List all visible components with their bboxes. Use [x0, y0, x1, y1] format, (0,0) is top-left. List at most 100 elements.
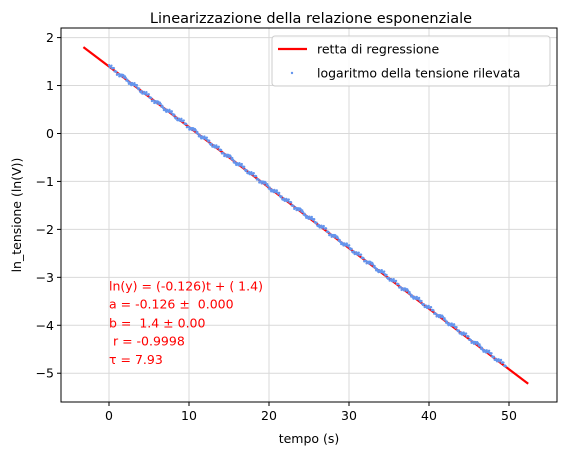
data-point: [149, 96, 153, 100]
data-point: [499, 358, 503, 362]
data-point: [443, 317, 446, 320]
data-point: [142, 90, 146, 94]
data-point: [352, 250, 356, 253]
data-point: [177, 117, 181, 120]
data-point: [338, 238, 341, 242]
data-point: [145, 91, 148, 94]
data-point: [362, 257, 365, 260]
data-point: [231, 158, 235, 162]
plot-series: [82, 46, 529, 385]
data-point: [173, 113, 176, 116]
data-point: [182, 119, 185, 122]
data-point: [287, 198, 290, 201]
data-point: [425, 304, 428, 307]
data-point: [387, 276, 391, 280]
data-point: [324, 227, 328, 230]
data-point: [215, 144, 218, 147]
data-point: [420, 299, 423, 303]
data-point: [464, 332, 468, 335]
data-point: [135, 83, 139, 87]
data-point: [159, 102, 162, 106]
data-point: [266, 183, 269, 186]
x-tick-label: 0: [105, 408, 113, 423]
chart-title: Linearizzazione della relazione esponenz…: [150, 11, 472, 27]
legend: retta di regressione logaritmo della ten…: [271, 35, 551, 87]
data-point: [502, 361, 505, 364]
data-point: [240, 162, 243, 166]
data-point: [373, 264, 376, 268]
plot-frame: [60, 27, 558, 403]
y-tick-label: 1: [46, 78, 54, 93]
data-point: [257, 178, 260, 181]
data-point: [231, 156, 234, 160]
data-point: [402, 289, 406, 292]
data-point: [245, 169, 248, 172]
data-point: [140, 90, 143, 93]
x-tick-label: 50: [501, 408, 517, 423]
data-point: [170, 110, 174, 113]
data-point: [219, 148, 223, 152]
data-point: [359, 253, 363, 256]
data-point: [292, 204, 295, 208]
data-point: [345, 242, 348, 245]
data-point: [479, 345, 482, 348]
data-point: [147, 93, 150, 96]
data-point: [444, 319, 447, 322]
y-axis-title: ln_tensione (ln(V)): [9, 158, 24, 273]
data-point: [455, 325, 458, 329]
data-point: [133, 82, 136, 85]
data-point: [282, 197, 286, 200]
data-point: [422, 303, 426, 306]
data-point: [285, 197, 288, 201]
data-point: [336, 237, 340, 240]
x-tick-label: 20: [261, 408, 277, 423]
data-point: [107, 63, 111, 67]
data-point: [504, 365, 507, 368]
data-point: [432, 309, 435, 312]
data-point: [196, 130, 199, 134]
annotation-line: r = -0.9998: [109, 334, 185, 349]
data-point: [242, 165, 246, 169]
data-point: [392, 278, 395, 281]
data-point: [180, 117, 183, 121]
data-point: [357, 251, 360, 254]
data-point: [280, 195, 283, 198]
regression-annotations: ln(y) = (-0.126)t + ( 1.4) a = -0.126 ± 0…: [109, 278, 263, 366]
annotation-line: a = -0.126 ± 0.000: [109, 297, 234, 312]
data-point: [264, 181, 267, 185]
data-point: [406, 289, 410, 292]
data-point: [124, 76, 127, 80]
data-point: [490, 352, 493, 355]
data-point: [367, 262, 371, 265]
data-point: [277, 191, 281, 195]
data-point: [347, 244, 351, 247]
data-point: [301, 210, 305, 214]
data-point: [327, 230, 330, 234]
data-point: [194, 129, 197, 132]
data-point: [437, 315, 441, 319]
data-point: [110, 64, 113, 67]
data-point: [382, 270, 386, 273]
data-point: [315, 221, 318, 224]
data-point: [161, 104, 164, 108]
legend-point-swatch: [290, 71, 294, 75]
x-tick-label: 40: [421, 408, 437, 423]
data-point: [350, 247, 353, 250]
data-point: [126, 78, 129, 81]
legend-label-measured: logaritmo della tensione rilevata: [317, 66, 520, 81]
annotation-line: τ = 7.93: [109, 352, 163, 367]
data-point: [380, 269, 383, 272]
annotation-line: b = 1.4 ± 0.00: [109, 315, 206, 330]
x-tick-label: 30: [341, 408, 357, 423]
data-point: [410, 294, 414, 297]
y-tick-label: −3: [36, 270, 54, 285]
data-point: [196, 132, 200, 136]
y-tick-label: 2: [46, 30, 54, 45]
data-point: [495, 357, 498, 361]
data-point: [138, 87, 141, 90]
data-point: [469, 338, 473, 342]
data-point: [114, 70, 118, 73]
data-point: [472, 342, 476, 345]
data-point: [217, 145, 220, 149]
